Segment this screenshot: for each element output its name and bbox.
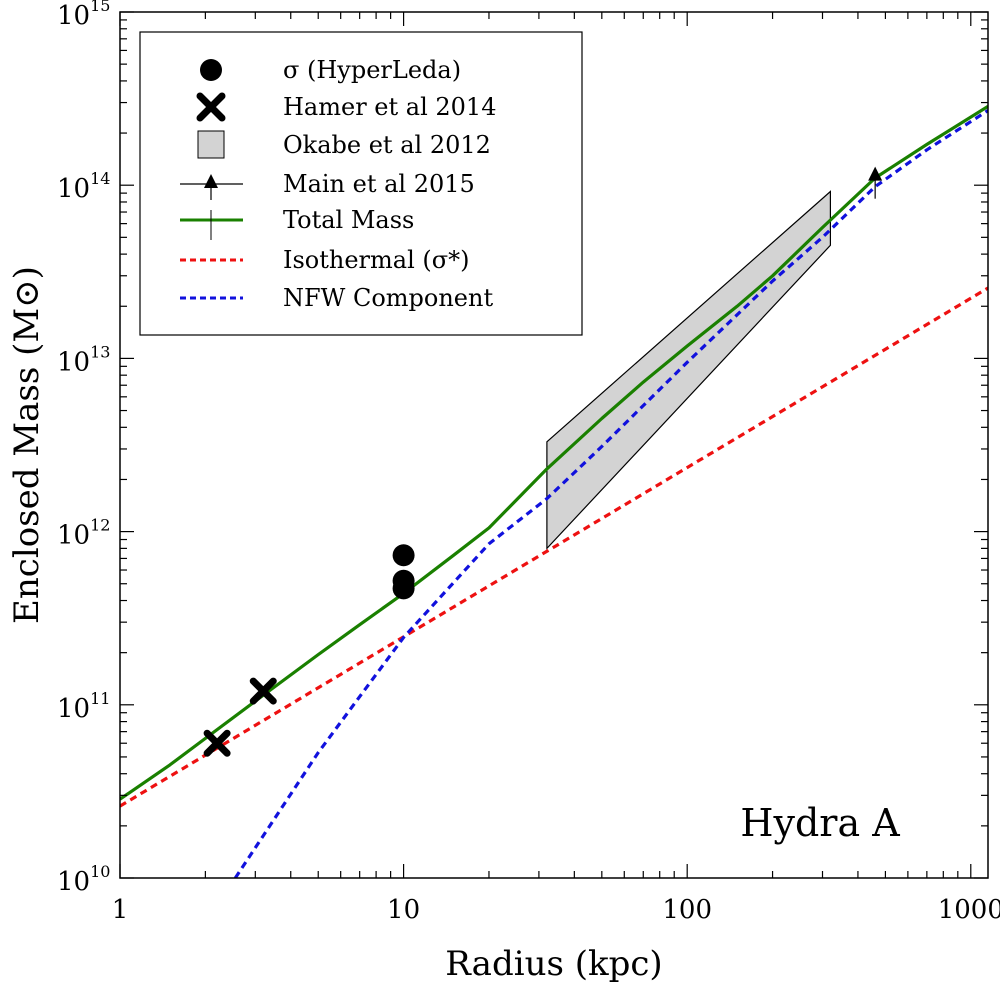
y-tick-label: 1014 (57, 169, 110, 204)
y-tick-label: 1013 (57, 342, 110, 377)
y-tick-label-base: 10 (57, 347, 90, 377)
hydra-a-annotation: Hydra A (740, 801, 900, 845)
legend-label-hyperleda: σ (HyperLeda) (283, 56, 461, 84)
legend-x-marker (196, 92, 226, 122)
legend-circle-marker (200, 59, 222, 81)
main-triangle (868, 166, 883, 181)
legend-label-main: Main et al 2015 (283, 170, 475, 198)
y-axis-label: Enclosed Mass (M⊙) (7, 266, 47, 624)
y-tick-label-exponent: 13 (90, 342, 110, 361)
legend: σ (HyperLeda) Hamer et al 2014 Okabe et … (139, 31, 583, 336)
isothermal-line (120, 286, 988, 808)
y-tick-label-exponent: 11 (90, 689, 110, 708)
y-tick-label-base: 10 (57, 1, 90, 31)
x-axis-label: Radius (kpc) (445, 944, 662, 984)
x-tick-label: 100 (662, 895, 712, 925)
y-tick-label-exponent: 12 (90, 516, 110, 535)
legend-label-hamer: Hamer et al 2014 (283, 93, 496, 121)
main-2015-point (868, 166, 883, 199)
y-tick-label: 1012 (57, 516, 110, 551)
y-tick-label-exponent: 15 (90, 0, 110, 15)
legend-green-line (180, 210, 243, 240)
legend-box-marker (197, 130, 225, 159)
okabe-2012-band (546, 190, 832, 550)
legend-label-nfw: NFW Component (283, 284, 493, 312)
legend-label-total-mass: Total Mass (283, 206, 414, 234)
legend-triangle-errorbar-marker (180, 174, 243, 200)
series-layer (120, 105, 988, 878)
y-tick-label: 1010 (57, 862, 110, 897)
y-tick-label-exponent: 14 (90, 169, 110, 188)
hyperleda-point (392, 544, 415, 567)
y-tick-label: 1011 (57, 689, 110, 724)
x-tick-label: 10 (387, 895, 420, 925)
y-tick-label-base: 10 (57, 521, 90, 551)
legend-label-isothermal: Isothermal (σ*) (283, 246, 470, 274)
y-tick-label-base: 10 (57, 174, 90, 204)
y-tick-label-base: 10 (57, 694, 90, 724)
legend-label-okabe: Okabe et al 2012 (283, 131, 491, 159)
y-tick-label: 1015 (57, 0, 110, 31)
hamer-2014-point (249, 677, 277, 705)
plot-frame (119, 11, 989, 879)
x-tick-label: 1 (112, 895, 129, 925)
y-tick-label-exponent: 10 (90, 862, 110, 881)
y-tick-label-base: 10 (57, 867, 90, 897)
tick-marks (119, 11, 988, 879)
nfw-component-line (233, 109, 988, 878)
hamer-x-stroke (203, 729, 231, 757)
x-tick-label: 1000 (938, 895, 1000, 925)
hamer-x-stroke (249, 677, 277, 705)
hyperleda-point (392, 577, 415, 600)
hamer-2014-point (203, 729, 231, 757)
